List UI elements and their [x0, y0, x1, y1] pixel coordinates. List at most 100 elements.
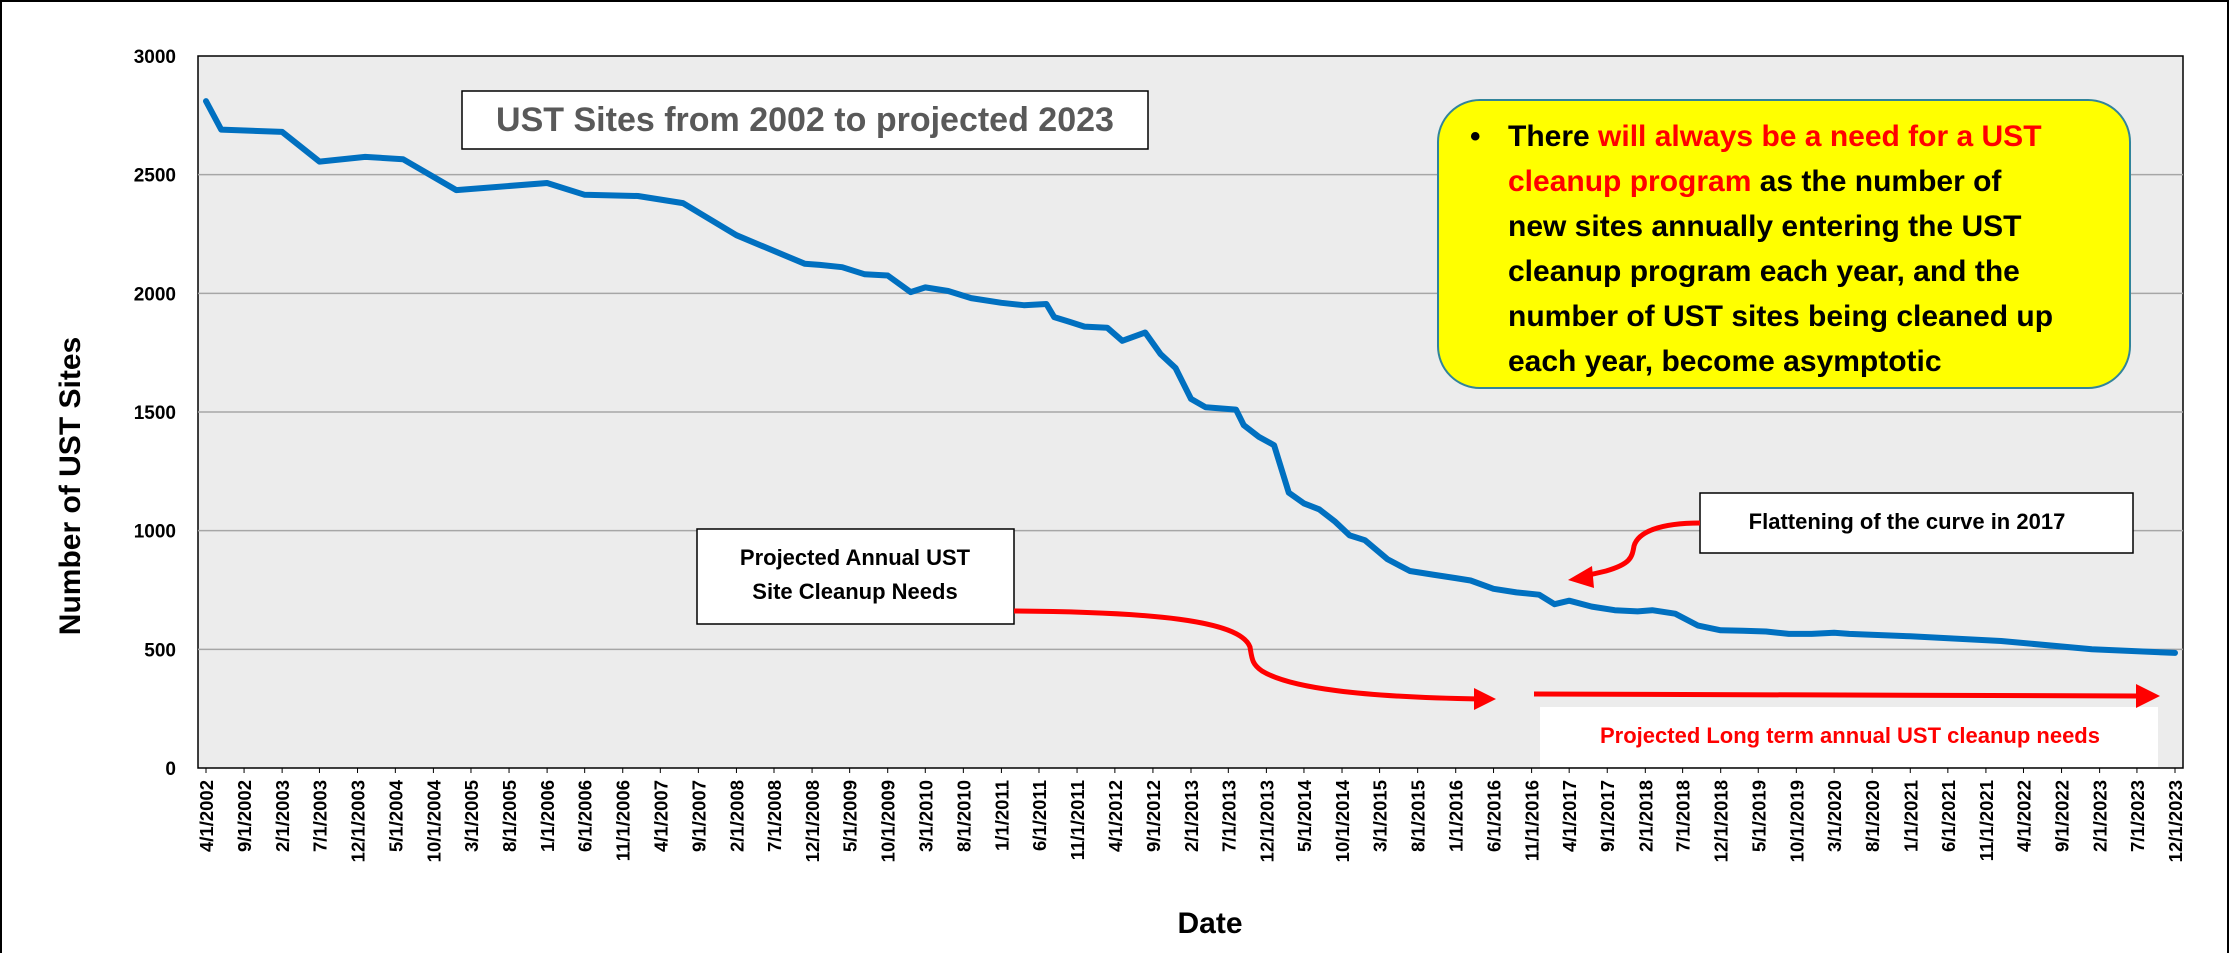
chart-title: UST Sites from 2002 to projected 2023	[496, 101, 1114, 139]
flattening-arrow	[1575, 520, 1701, 581]
y-tick-label: 2500	[134, 166, 176, 187]
x-tick-label: 6/1/2016	[1484, 780, 1505, 852]
callout-box	[1437, 99, 2131, 389]
x-tick-label: 1/1/2021	[1900, 780, 1921, 852]
x-tick-label: 9/1/2002	[234, 780, 255, 852]
callout-segment: There	[1508, 120, 1598, 153]
y-axis-title: Number of UST Sites	[54, 337, 87, 635]
x-tick-label: 4/1/2002	[196, 780, 217, 852]
long-term-label-bg	[1540, 707, 2158, 767]
x-axis-title: Date	[1177, 907, 1242, 940]
projected-annual-line1: Projected Annual UST	[740, 545, 971, 570]
callout-line: each year, become asymptotic	[1508, 345, 1942, 378]
x-tick-label: 3/1/2010	[915, 780, 936, 852]
callout-segment: new sites annually entering the UST	[1508, 210, 2021, 243]
x-tick-label: 11/1/2021	[1976, 780, 1997, 861]
x-tick-label: 2/1/2008	[726, 780, 747, 852]
x-tick-label: 7/1/2018	[1673, 780, 1694, 852]
x-tick-label: 5/1/2019	[1748, 780, 1769, 852]
x-tick-label: 12/1/2018	[1711, 780, 1732, 862]
x-tick-label: 1/1/2006	[537, 780, 558, 852]
x-tick-label: 2/1/2003	[272, 780, 293, 852]
x-tick-label: 10/1/2014	[1332, 779, 1353, 862]
x-tick-label: 6/1/2021	[1938, 780, 1959, 852]
x-tick-label: 4/1/2022	[2013, 780, 2034, 852]
series-line	[203, 98, 2178, 656]
x-tick-label: 9/1/2007	[688, 780, 709, 852]
x-tick-label: 8/1/2010	[953, 780, 974, 852]
x-tick-label: 2/1/2018	[1635, 780, 1656, 852]
x-tick-label: 8/1/2005	[499, 780, 520, 852]
y-tick-label: 1500	[134, 403, 176, 424]
projected-annual-arrowhead	[1474, 688, 1496, 710]
callout-line: cleanup program each year, and the	[1508, 255, 2020, 288]
x-tick-label: 3/1/2005	[461, 780, 482, 852]
x-tick-label: 10/1/2009	[878, 780, 899, 862]
x-tick-label: 12/1/2023	[2165, 780, 2186, 862]
x-tick-label: 5/1/2009	[840, 780, 861, 852]
x-tick-label: 4/1/2007	[650, 780, 671, 852]
flattening-arrowhead	[1568, 566, 1594, 588]
x-tick-label: 7/1/2008	[764, 780, 785, 852]
long-term-arrowhead	[2136, 684, 2160, 708]
long-term-label: Projected Long term annual UST cleanup n…	[1600, 723, 2100, 748]
projected-annual-box	[696, 528, 1015, 625]
callout-segment: will always be a need for a UST	[1597, 120, 2041, 153]
x-tick-label: 1/1/2011	[991, 780, 1012, 851]
callout-segment: cleanup program	[1508, 165, 1751, 198]
projected-annual-line2: Site Cleanup Needs	[752, 579, 957, 604]
callout-line: There will always be a need for a UST	[1508, 120, 2042, 153]
y-tick-labels: 0 500 1000 1500 2000 2500 3000	[134, 47, 176, 780]
long-term-arrow	[1533, 691, 2137, 699]
x-tick-label: 4/1/2017	[1559, 780, 1580, 852]
callout-segment: cleanup program each year, and the	[1508, 255, 2020, 288]
y-tick-label: 0	[165, 759, 176, 780]
x-tick-label: 12/1/2003	[348, 780, 369, 862]
x-tick-label: 6/1/2011	[1029, 780, 1050, 851]
x-tick-label: 12/1/2008	[802, 780, 823, 862]
callout-line: number of UST sites being cleaned up	[1508, 300, 2053, 333]
x-tick-label: 6/1/2006	[575, 780, 596, 852]
y-tick-label: 3000	[134, 47, 176, 68]
x-tick-label: 1/1/2016	[1446, 780, 1467, 852]
callout-text: There will always be a need for a UST cle…	[1508, 120, 2053, 378]
x-tick-labels: 4/1/2002 9/1/2002 2/1/2003 7/1/2003 12/1/200…	[196, 768, 2186, 862]
chart-title-box	[461, 90, 1149, 150]
x-tick-label: 9/1/2017	[1597, 780, 1618, 852]
flattening-label: Flattening of the curve in 2017	[1749, 509, 2066, 534]
x-tick-label: 9/1/2022	[2052, 780, 2073, 852]
x-tick-label: 2/1/2023	[2090, 780, 2111, 852]
x-tick-label: 2/1/2013	[1181, 780, 1202, 852]
x-tick-label: 10/1/2004	[423, 779, 444, 862]
callout-segment: as the number of	[1751, 165, 2002, 198]
callout-line: new sites annually entering the UST	[1508, 210, 2021, 243]
projected-annual-arrow	[1013, 608, 1481, 702]
x-tick-label: 3/1/2020	[1824, 780, 1845, 852]
x-tick-label: 5/1/2014	[1294, 779, 1315, 852]
x-tick-label: 7/1/2003	[309, 780, 330, 852]
callout-bullet: •	[1470, 120, 1481, 153]
x-tick-label: 8/1/2015	[1408, 780, 1429, 852]
x-tick-label: 11/1/2016	[1522, 780, 1543, 861]
callout-line: cleanup program as the number of	[1508, 165, 2002, 198]
x-tick-label: 12/1/2013	[1256, 780, 1277, 862]
callout-segment: number of UST sites being cleaned up	[1508, 300, 2053, 333]
y-tick-label: 2000	[134, 284, 176, 305]
x-tick-label: 8/1/2020	[1862, 780, 1883, 852]
x-tick-label: 11/1/2006	[613, 780, 634, 861]
x-tick-label: 7/1/2023	[2127, 780, 2148, 852]
x-tick-label: 4/1/2012	[1105, 780, 1126, 852]
data-series	[203, 98, 2178, 656]
x-tick-label: 10/1/2019	[1786, 780, 1807, 862]
x-tick-label: 7/1/2013	[1218, 780, 1239, 852]
x-tick-label: 11/1/2011	[1067, 780, 1088, 860]
x-tick-label: 5/1/2004	[385, 779, 406, 852]
callout-segment: each year, become asymptotic	[1508, 345, 1942, 378]
y-tick-label: 1000	[134, 522, 176, 543]
y-tick-label: 500	[144, 640, 176, 661]
flattening-box	[1699, 492, 2134, 554]
x-tick-label: 3/1/2015	[1370, 780, 1391, 852]
x-tick-label: 9/1/2012	[1143, 780, 1164, 852]
